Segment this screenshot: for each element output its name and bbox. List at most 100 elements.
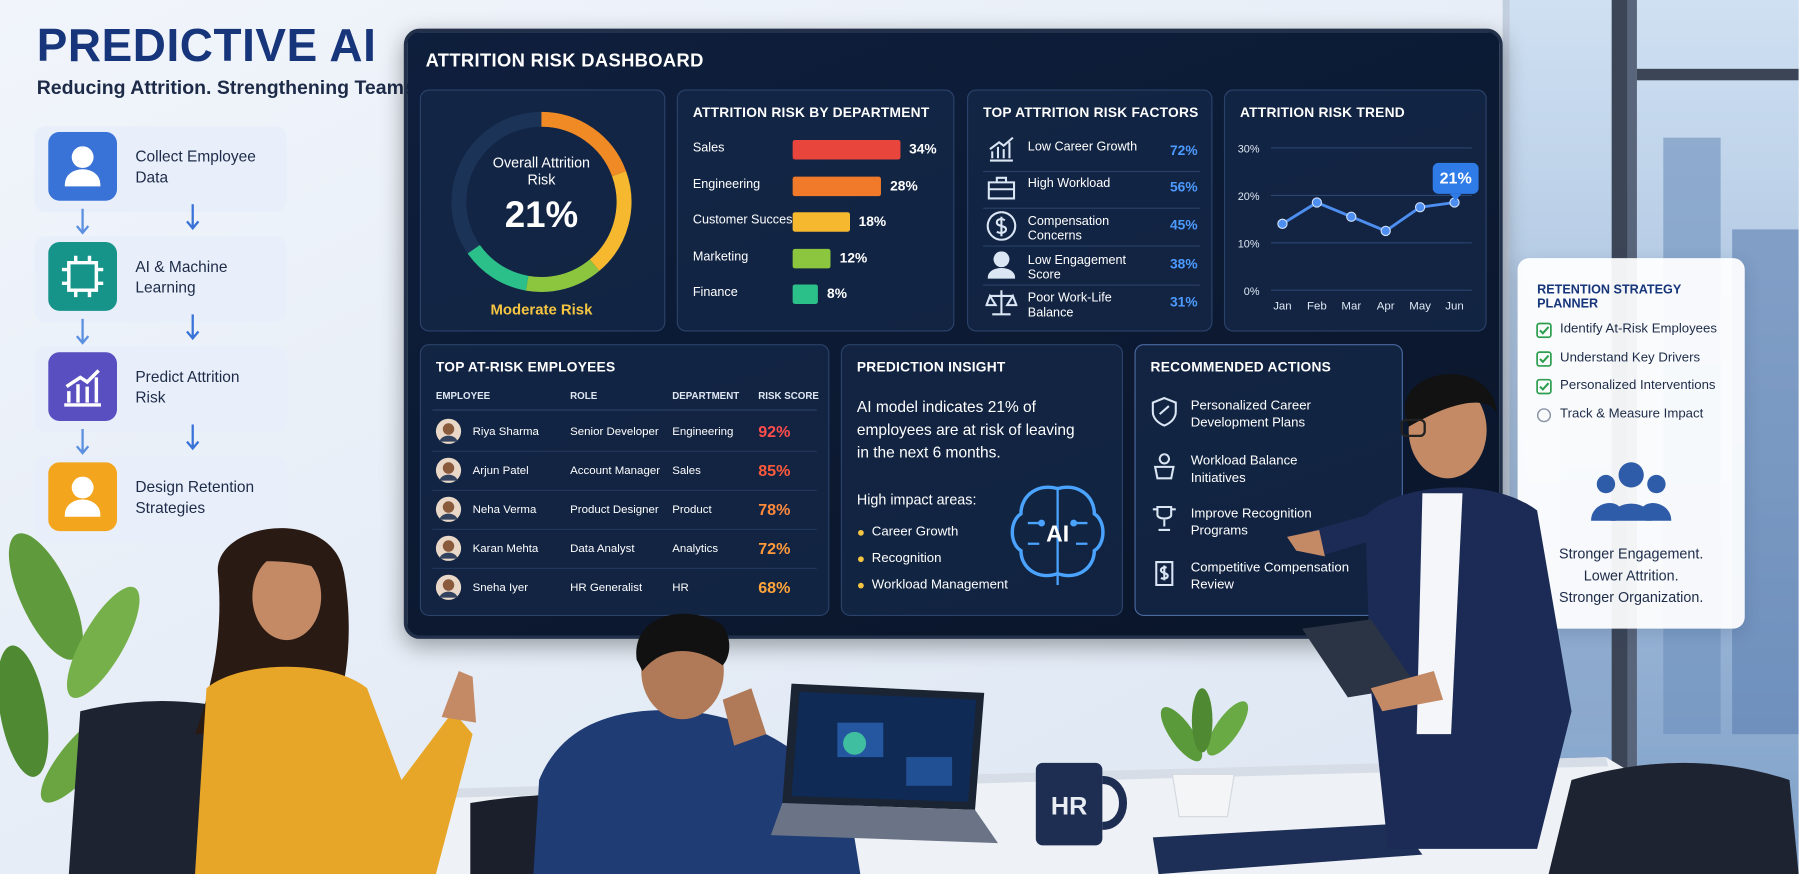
icon-glyph [985,290,1018,316]
cell: Sales [672,464,701,478]
main-title: PREDICTIVE AI [36,20,377,72]
employees-card: TOP AT-RISK EMPLOYEES EMPLOYEE ROLE DEPART… [419,344,830,616]
icon-glyph [61,255,104,298]
overall-value: 21% [504,193,579,236]
category-label: Sales [692,141,725,155]
card-title: ATTRITION RISK TREND [1240,104,1405,121]
planner-item: Personalized Interventions [1560,378,1716,393]
y-tick-label: 0% [1244,286,1260,298]
factor-icon [987,251,1016,279]
area-item: Recognition [871,551,942,566]
risk-score: 92% [758,422,791,441]
actions-card: RECOMMENDED ACTIONS Personalized Career … [1134,344,1403,616]
avatar [435,496,462,522]
separator [432,528,817,530]
separator [432,409,817,411]
icon-glyph [987,251,1016,279]
avatar-body [439,435,458,442]
checkmark [1539,382,1550,391]
checkbox-box [1536,350,1552,367]
callout-label: 21% [1440,170,1472,188]
icon-glyph [1155,561,1174,587]
avatar [435,574,462,600]
dashboard: ATTRITION RISK DASHBOARD Overall Attriti… [403,28,1503,639]
x-tick-label: May [1409,301,1431,313]
factor-name: Low Engagement Score [1027,253,1127,283]
area-item: Workload Management [871,578,1008,592]
column-header: ROLE [570,390,598,402]
column-header: DEPARTMENT [672,390,740,402]
avatar-head [442,462,455,474]
separator [432,489,817,491]
x-tick-label: Mar [1341,301,1361,313]
x-tick-label: Feb [1307,301,1327,313]
step: Predict Attrition Risk [34,346,287,433]
step-label: Collect Employee Data [135,147,256,186]
step-arrow [75,314,200,345]
icon-bg [48,352,118,421]
ai-brain-icon: AI [1010,485,1105,586]
insight-text: AI model indicates 21% of employees are … [856,398,1075,462]
dashboard-title: ATTRITION RISK DASHBOARD [425,51,704,72]
avatar-body [439,474,458,481]
data-point [1414,202,1426,213]
action-item: Competitive Compensation Review [1190,560,1350,592]
cell: Product Designer [570,503,659,517]
planner-item: Understand Key Drivers [1560,350,1701,365]
gauge-arc [589,171,632,271]
cell: Senior Developer [570,425,659,439]
checkbox-box [1536,378,1552,395]
x-tick-label: Apr [1377,301,1395,313]
step-icon [48,352,118,421]
checkbox [1536,322,1552,339]
action-icon [1153,453,1175,480]
action-icon [1152,505,1176,531]
icon-glyph [64,146,101,187]
planner-footer: Stronger Organization. [1559,589,1704,606]
factor-value: 72% [1170,142,1198,159]
factor-icon [987,176,1016,200]
planner-footer: Lower Attrition. [1583,567,1679,584]
icon-glyph [1153,453,1175,480]
step-label: Design Retention Strategies [135,478,255,517]
card-title: ATTRITION RISK BY DEPARTMENT [692,104,930,121]
factors-card: TOP ATTRITION RISK FACTORS Low Career Gr… [967,89,1213,332]
y-tick-label: 20% [1238,191,1260,203]
bullet [858,556,864,563]
step-arrow [75,424,200,455]
icon-bg [48,242,118,311]
value-label: 8% [827,285,847,302]
arrow [75,429,90,455]
cell: Account Manager [570,464,661,478]
icon-glyph [64,476,101,517]
gauge-arc [525,259,600,292]
checkmark [1539,354,1550,363]
insight-card: PREDICTION INSIGHT AI model indicates 21… [840,344,1124,616]
card-title: TOP AT-RISK EMPLOYEES [435,359,616,376]
step-icon [48,131,118,201]
bullet [858,582,864,589]
icon-glyph [64,369,101,407]
overall-label: Overall Attrition Risk [492,154,591,189]
bullet [858,529,864,536]
arrow [75,318,90,345]
cell: Data Analyst [570,542,635,556]
risk-score: 68% [758,578,791,597]
risk-score: 85% [758,461,791,480]
arrow [186,314,200,341]
gauge [451,111,632,292]
step-label: Predict Attrition Risk [135,368,240,407]
separator [432,567,817,569]
cell: Karan Mehta [472,542,539,556]
callout-box [1432,162,1479,194]
icon-glyph [987,176,1016,200]
planner-title: RETENTION STRATEGY PLANNER [1537,283,1682,311]
icon-glyph [1151,396,1177,427]
column-header: EMPLOYEE [435,390,491,402]
separator [983,245,1200,247]
avatar-body [439,591,458,598]
icon-glyph [986,211,1017,241]
cell: Product [672,503,712,517]
factor-name: Low Career Growth [1027,139,1138,154]
data-point [1277,218,1288,229]
